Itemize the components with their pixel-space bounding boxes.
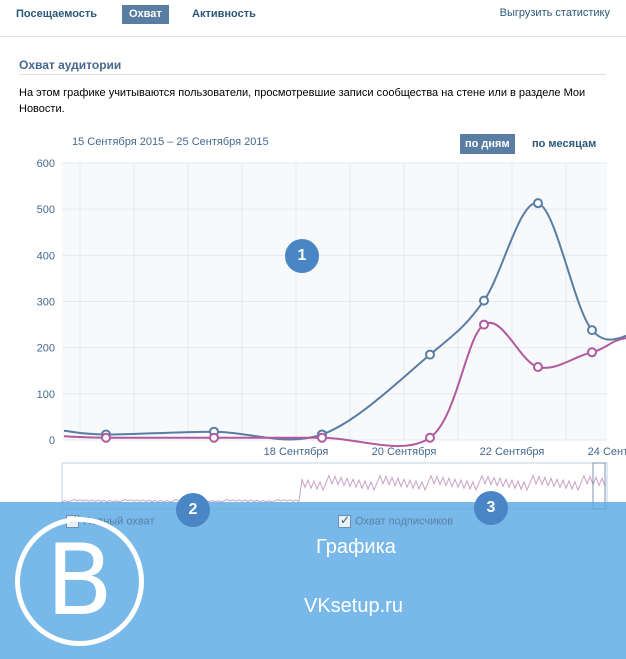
y-tick-label: 500 bbox=[37, 204, 55, 216]
vk-logo-letter: B bbox=[45, 524, 114, 638]
legend-subscribers-reach-label: Охват подписчиков bbox=[355, 515, 454, 528]
x-tick-label: 22 Сентября bbox=[480, 446, 545, 458]
navigator-line bbox=[61, 474, 606, 505]
by-days-button[interactable]: по дням bbox=[460, 134, 515, 154]
date-range[interactable]: 15 Сентября 2015 – 25 Сентября 2015 bbox=[72, 136, 269, 148]
section-divider bbox=[19, 74, 606, 75]
subscribers-reach-point[interactable] bbox=[479, 319, 489, 330]
subscribers-reach-point[interactable] bbox=[317, 432, 327, 443]
by-months-button[interactable]: по месяцам bbox=[532, 138, 597, 150]
subscribers-reach-point[interactable] bbox=[533, 362, 543, 373]
tab-activity[interactable]: Активность bbox=[192, 8, 256, 20]
y-tick-label: 300 bbox=[37, 297, 55, 309]
y-axis-ticks: 0 100 200 300 400 500 600 bbox=[37, 158, 55, 447]
legend-subscribers-reach[interactable]: Охват подписчиков bbox=[338, 513, 454, 528]
y-tick-label: 200 bbox=[37, 343, 55, 355]
x-tick-label: 24 Сентября bbox=[588, 446, 626, 458]
y-tick-label: 100 bbox=[37, 389, 55, 401]
section-title: Охват аудитории bbox=[19, 58, 122, 72]
subscribers-reach-point[interactable] bbox=[209, 432, 219, 443]
x-tick-label: 18 Сентября bbox=[264, 446, 329, 458]
x-tick-label: 20 Сентября bbox=[372, 446, 437, 458]
full-reach-point[interactable] bbox=[425, 349, 435, 360]
x-axis-ticks: 18 Сентября 20 Сентября 22 Сентября 24 Сент… bbox=[264, 446, 626, 458]
section-description: На этом графике учитываются пользователи… bbox=[19, 87, 586, 115]
subscribers-reach-checkbox[interactable] bbox=[338, 513, 351, 528]
chart-grid bbox=[62, 162, 607, 441]
subscribers-reach-point[interactable] bbox=[101, 432, 111, 443]
subscribers-reach-point[interactable] bbox=[425, 432, 435, 443]
full-reach-point[interactable] bbox=[479, 295, 489, 306]
annotation-badge-3: 3 bbox=[474, 491, 508, 525]
tab-reach[interactable]: Охват bbox=[122, 5, 169, 24]
watermark-site: VKsetup.ru bbox=[304, 595, 403, 617]
full-reach-point[interactable] bbox=[533, 198, 543, 209]
y-tick-label: 400 bbox=[37, 250, 55, 262]
export-stats-link[interactable]: Выгрузить статистику bbox=[499, 7, 610, 19]
tab-bar: Посещаемость Охват Активность Выгрузить … bbox=[0, 0, 626, 37]
chart-points bbox=[101, 198, 597, 443]
watermark-title: Графика bbox=[316, 536, 396, 558]
series-line-subscribers-reach bbox=[63, 321, 626, 448]
reach-chart[interactable]: 0 100 200 300 400 500 600 18 Сентября 20 Сентяб… bbox=[0, 150, 626, 510]
y-tick-label: 0 bbox=[49, 435, 55, 447]
annotation-badge-2: 2 bbox=[176, 493, 210, 527]
tab-attendance[interactable]: Посещаемость bbox=[16, 8, 98, 20]
annotation-badge-1: 1 bbox=[285, 239, 319, 273]
full-reach-point[interactable] bbox=[587, 325, 597, 336]
y-tick-label: 600 bbox=[37, 158, 55, 170]
vk-logo-icon bbox=[15, 517, 144, 646]
subscribers-reach-point[interactable] bbox=[587, 347, 597, 358]
